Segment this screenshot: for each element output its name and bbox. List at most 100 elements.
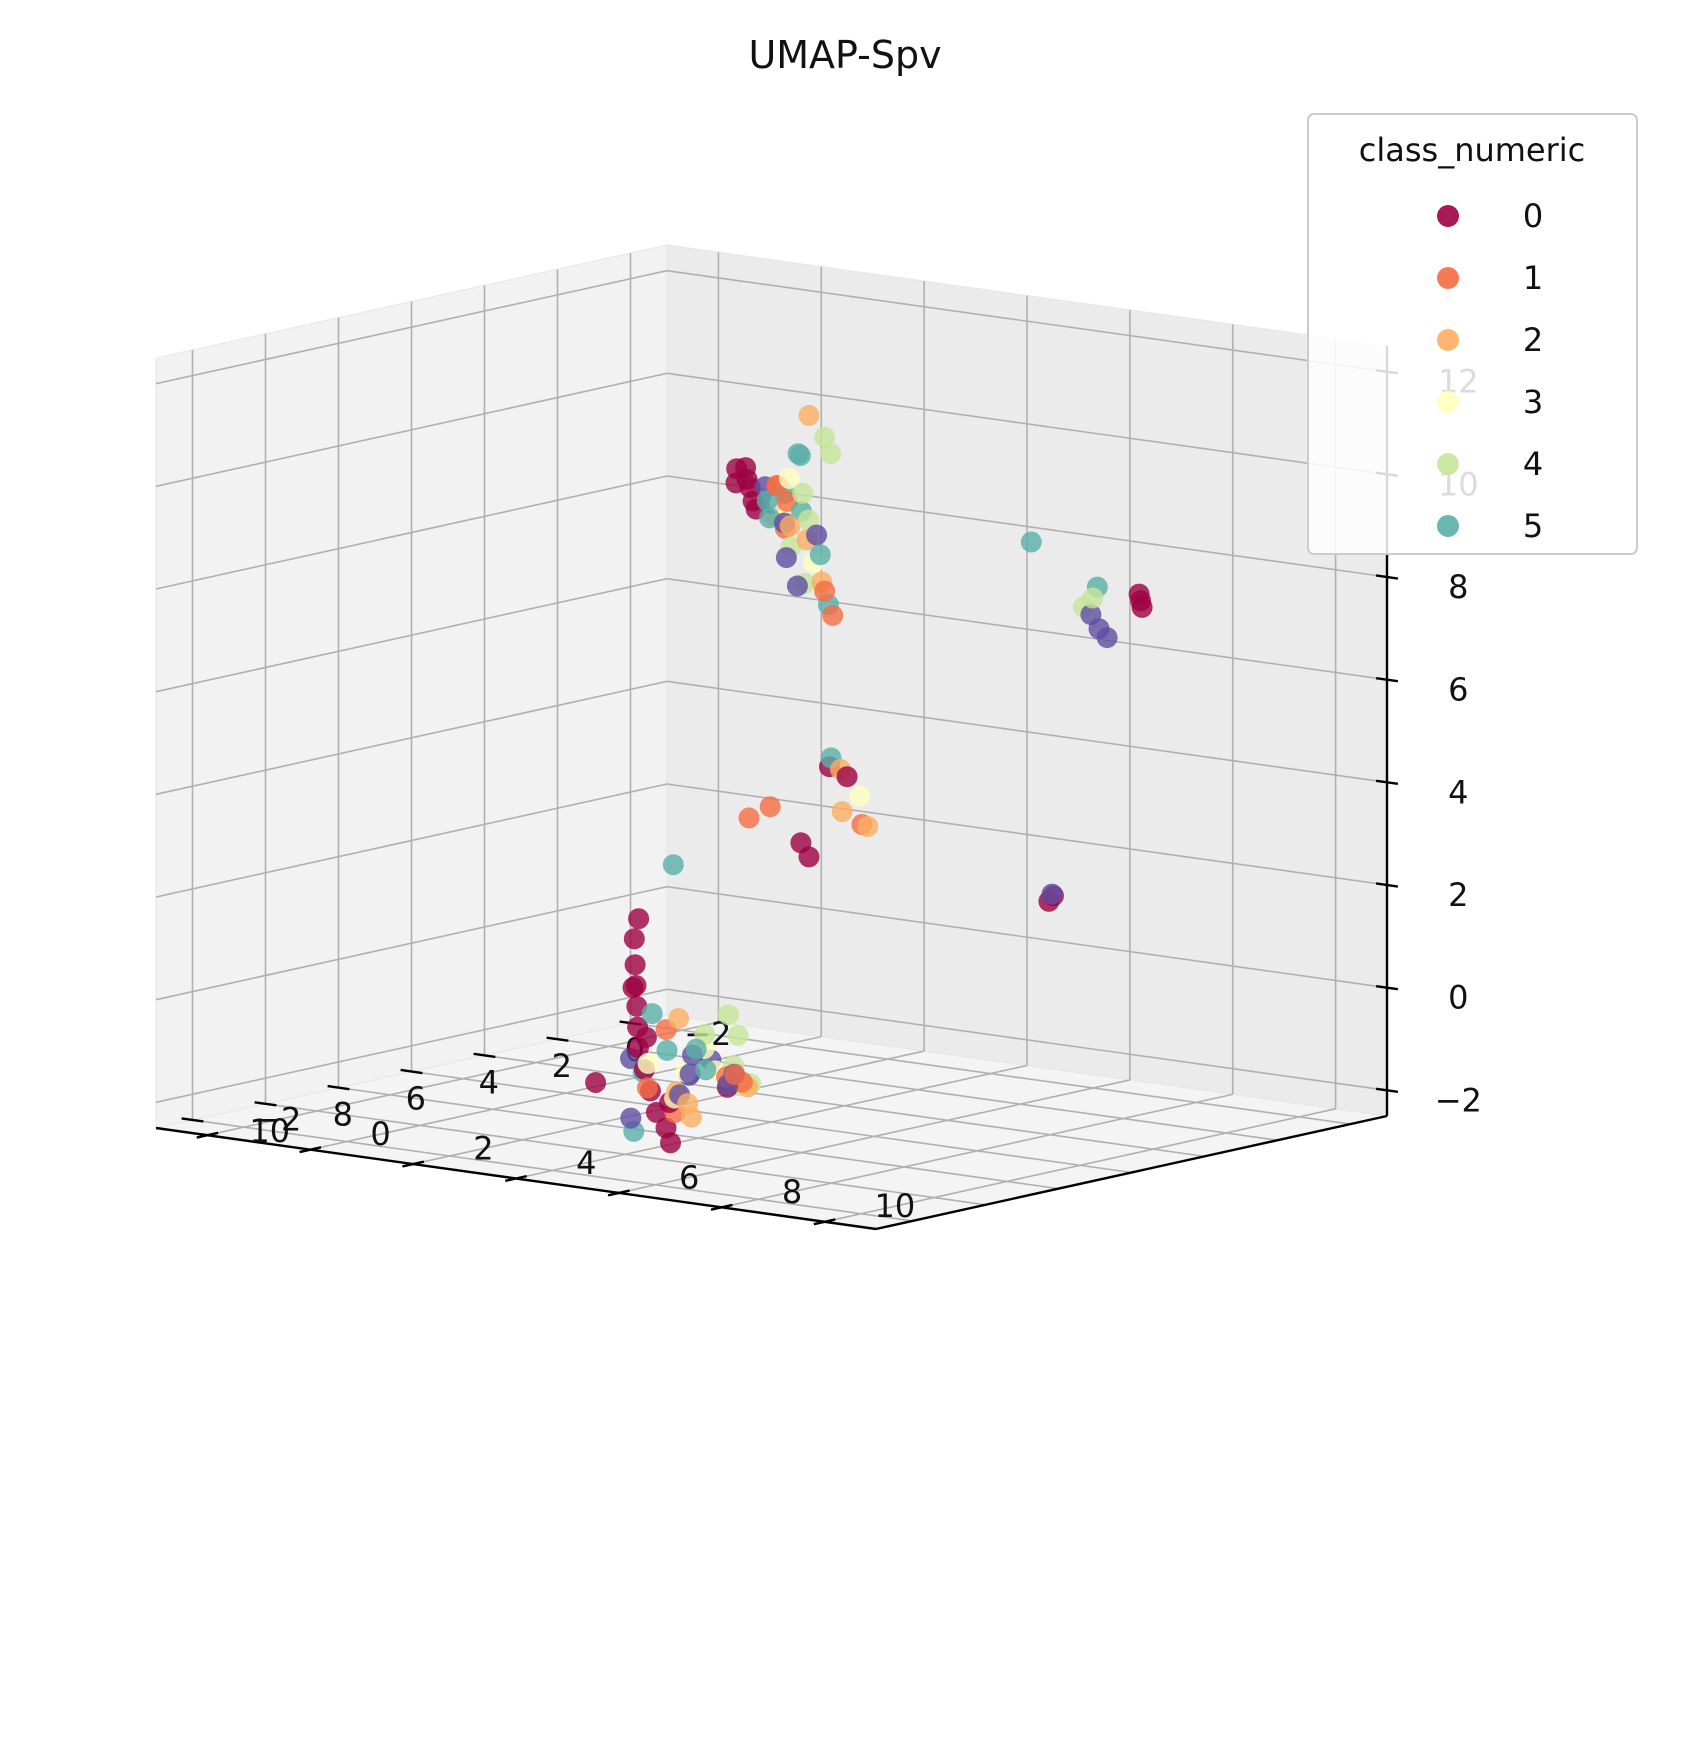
y-axis-tick-label: 6	[679, 1158, 699, 1196]
y-axis-tick-label: 10	[875, 1187, 916, 1225]
grid-line	[155, 885, 668, 1001]
data-point-class-5	[809, 544, 831, 566]
legend-label: 5	[1523, 507, 1543, 545]
data-point-class-1	[759, 796, 781, 818]
grid-line	[666, 372, 1388, 476]
data-point-class-6	[806, 524, 828, 546]
y-axis-tick	[196, 1131, 219, 1139]
data-point-class-5	[756, 490, 778, 512]
grid-lines	[155, 252, 1388, 1223]
data-point-class-3	[849, 785, 871, 807]
z-axis-tick-label: 6	[1448, 671, 1468, 709]
legend-label: 1	[1523, 259, 1543, 297]
grid-line	[666, 269, 1388, 373]
data-point-class-5	[695, 1059, 717, 1081]
data-point-class-2	[798, 404, 820, 426]
data-point-class-1	[738, 807, 760, 829]
grid-line	[618, 1079, 1131, 1194]
x-axis-tick	[400, 1068, 423, 1075]
grid-line	[721, 1093, 1233, 1209]
grid-line	[666, 988, 1388, 1092]
data-point-class-3	[778, 468, 800, 489]
y-axis-tick	[299, 1146, 322, 1154]
grid-line	[666, 783, 1388, 886]
z-axis-tick-label: 2	[1448, 876, 1468, 914]
grid-line	[824, 1108, 1336, 1223]
grid-line	[155, 372, 668, 488]
x-axis-tick	[254, 1101, 277, 1107]
data-point-class-4	[1082, 587, 1104, 609]
z-axis-tick	[1375, 676, 1399, 683]
legend-label: 3	[1523, 383, 1543, 421]
grid-line	[155, 577, 668, 693]
data-point-class-0	[585, 1072, 607, 1093]
y-axis-tick-label: 2	[473, 1130, 493, 1168]
x-axis-tick-label: 4	[479, 1063, 499, 1101]
grid-line	[155, 475, 668, 590]
data-point-class-4	[792, 482, 814, 504]
data-point-class-5	[685, 1038, 707, 1060]
y-axis-tick	[402, 1160, 425, 1168]
z-axis-tick-label: 8	[1448, 568, 1468, 606]
y-axis-tick-label: −2	[254, 1101, 301, 1139]
x-axis-tick-label: 10	[249, 1112, 290, 1150]
data-point-class-4	[820, 443, 842, 464]
legend-title: class_numeric	[1359, 131, 1586, 169]
data-point-class-6	[1041, 883, 1063, 905]
data-point-class-2	[668, 1008, 690, 1029]
y-axis-tick	[607, 1189, 630, 1197]
data-point-class-0	[622, 977, 644, 999]
data-point-class-0	[635, 1026, 657, 1048]
data-point-class-1	[724, 1064, 746, 1086]
data-point-class-0	[836, 766, 858, 788]
x-axis-tick	[327, 1084, 350, 1091]
z-axis-tick	[1375, 1087, 1399, 1094]
data-point-class-1	[814, 580, 836, 602]
data-point-class-4	[814, 426, 836, 448]
z-axis-tick	[1375, 779, 1399, 786]
legend-label: 2	[1523, 321, 1543, 359]
grid-line	[310, 1035, 822, 1151]
y-axis-tick	[505, 1174, 527, 1183]
grid-line	[155, 269, 668, 385]
data-point-class-6	[620, 1107, 642, 1129]
y-axis-tick-label: 8	[782, 1173, 802, 1211]
data-point-class-0	[798, 846, 820, 868]
z-axis-tick	[1375, 574, 1399, 580]
legend-items: 0 1 2 3 4 5	[1437, 197, 1543, 545]
data-point-class-5	[1020, 531, 1042, 553]
data-point-class-0	[628, 908, 650, 930]
data-point-class-0	[1128, 583, 1150, 605]
data-point-class-5	[662, 854, 684, 876]
data-point-class-2	[857, 816, 879, 837]
data-points	[585, 404, 1153, 1154]
data-point-class-5	[641, 1003, 663, 1025]
x-axis-tick-label: 2	[552, 1047, 572, 1085]
data-point-class-6	[1096, 627, 1118, 649]
legend-marker	[1437, 205, 1459, 227]
legend-marker	[1437, 329, 1459, 351]
legend-marker	[1437, 453, 1459, 475]
data-point-class-5	[787, 443, 809, 465]
legend-box	[1307, 113, 1638, 555]
chart-title: UMAP-Spv	[748, 33, 941, 77]
grid-line	[666, 885, 1388, 989]
z-axis-tick-label: 4	[1448, 773, 1468, 811]
axis-panes	[155, 244, 1388, 1230]
z-axis-tick-label: 0	[1448, 979, 1468, 1017]
data-point-class-6	[786, 575, 808, 597]
data-point-class-1	[636, 1077, 658, 1099]
legend-label: 0	[1523, 197, 1543, 235]
data-point-class-2	[831, 801, 853, 823]
x-axis-tick-label: 8	[333, 1096, 353, 1134]
y-axis-tick-label: 4	[576, 1144, 596, 1182]
data-point-class-0	[660, 1132, 681, 1154]
x-axis-tick	[181, 1117, 204, 1123]
legend: class_numeric 0 1 2 3 4 5	[1307, 113, 1638, 555]
data-point-class-2	[677, 1093, 699, 1115]
data-point-class-0	[624, 954, 646, 976]
legend-label: 4	[1523, 445, 1543, 483]
grid-line	[155, 680, 668, 796]
y-axis-line	[875, 1114, 1388, 1231]
